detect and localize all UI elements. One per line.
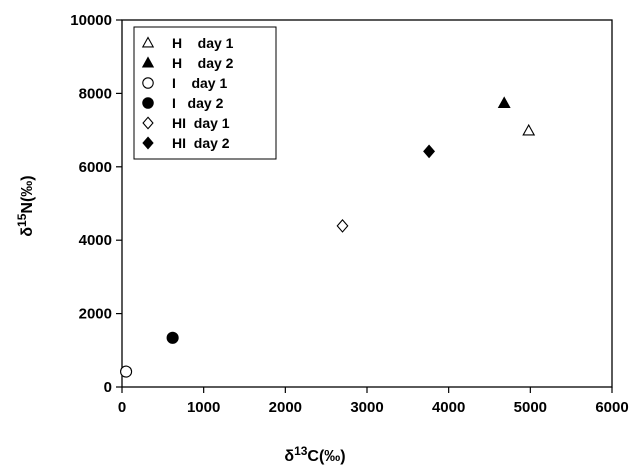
diamond-legend-icon	[142, 116, 154, 130]
y-tick-label: 6000	[79, 159, 112, 176]
y-axis-ticks: 0 2000 4000 6000 8000 10000	[70, 12, 122, 396]
diamond-legend-icon	[142, 136, 154, 150]
x-axis-ticks: 0 1000 2000 3000 4000 5000 6000	[118, 387, 629, 416]
data-points	[120, 96, 536, 378]
x-tick-label: 2000	[269, 399, 302, 416]
y-axis-title: δ15N(‰)	[15, 175, 36, 236]
x-axis-title-sup: 13	[294, 444, 308, 458]
x-axis-title-prefix: δ	[284, 448, 294, 465]
y-tick-label: 0	[104, 379, 112, 396]
x-tick-label: 3000	[350, 399, 383, 416]
legend-label: I day 2	[172, 95, 224, 111]
circle-legend-icon	[142, 77, 154, 89]
legend-label: I day 1	[172, 75, 227, 91]
x-tick-label: 5000	[514, 399, 547, 416]
x-tick-label: 4000	[432, 399, 465, 416]
y-tick-label: 8000	[79, 85, 112, 102]
y-axis-title-sup: 15	[15, 213, 29, 227]
x-axis-title: δ13C(‰)	[284, 444, 345, 465]
triangle-legend-icon	[141, 36, 155, 48]
diamond-point	[423, 144, 436, 159]
y-tick-label: 2000	[79, 306, 112, 323]
legend-label: H day 1	[172, 35, 234, 51]
legend: H day 1 H day 2 I day 1 I day 2 HI day 1 HI d…	[133, 26, 277, 160]
y-axis-title-suffix: N(‰)	[19, 175, 36, 213]
legend-label: HI day 1	[172, 115, 230, 131]
legend-label: H day 2	[172, 55, 234, 71]
x-tick-label: 6000	[595, 399, 628, 416]
circle-point	[120, 365, 133, 378]
y-tick-label: 10000	[70, 12, 112, 29]
y-tick-label: 4000	[79, 232, 112, 249]
y-axis-title-prefix: δ	[19, 227, 36, 237]
x-tick-label: 1000	[187, 399, 220, 416]
circle-legend-icon	[142, 97, 154, 109]
triangle-legend-icon	[141, 56, 155, 68]
x-axis-title-suffix: C(‰)	[307, 448, 345, 465]
circle-point	[166, 331, 179, 344]
legend-label: HI day 2	[172, 135, 230, 151]
diamond-point	[336, 218, 349, 233]
legend-box	[133, 26, 277, 160]
x-tick-label: 0	[118, 399, 126, 416]
triangle-point	[522, 123, 536, 136]
triangle-point	[497, 96, 511, 108]
